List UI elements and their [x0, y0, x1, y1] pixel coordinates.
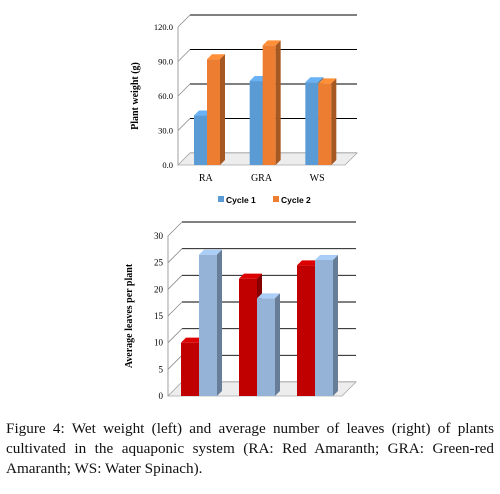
- y-tick-label: 25: [154, 258, 164, 268]
- legend-label: Cycle 2: [281, 195, 311, 205]
- y-tick-label: 30: [154, 231, 164, 241]
- bar: [249, 81, 263, 165]
- x-tick-label: GRA: [251, 173, 273, 184]
- bar: [194, 115, 207, 165]
- y-axis-label: Plant weight (g): [130, 62, 141, 130]
- side-gridline: [167, 275, 183, 290]
- y-tick-label: 30.0: [158, 126, 173, 136]
- bar-side: [217, 249, 222, 396]
- bar-top: [257, 293, 280, 299]
- caption-text: Wet weight (left) and average number of …: [6, 420, 494, 477]
- caption-label: Figure 4:: [6, 420, 65, 437]
- bar-side: [275, 293, 280, 396]
- bar-top: [318, 78, 337, 84]
- bar-top: [207, 54, 225, 60]
- bar-side: [257, 273, 262, 396]
- bar: [262, 45, 276, 165]
- y-tick-label: 60.0: [158, 91, 173, 101]
- bar: [239, 278, 257, 396]
- y-tick-label: 15: [154, 311, 164, 321]
- y-tick-label: 20: [154, 284, 164, 294]
- legend-swatch: [273, 196, 279, 202]
- bar: [181, 342, 199, 396]
- side-gridline: [167, 381, 183, 397]
- bar-side: [331, 78, 337, 165]
- bar: [297, 265, 315, 396]
- bar-top: [199, 249, 222, 255]
- side-gridline: [167, 328, 183, 343]
- bar: [318, 83, 332, 165]
- side-gridline: [167, 355, 183, 370]
- side-gridline: [177, 83, 191, 97]
- bar-side: [333, 255, 338, 396]
- bar: [207, 59, 220, 166]
- y-tick-label: 120.0: [154, 22, 173, 32]
- side-gridline: [167, 248, 183, 263]
- y-tick-label: 0.0: [162, 160, 173, 170]
- bar: [305, 82, 319, 165]
- wet-weight-chart: 0.0 30.0 60.0 90.0 120.0 RA GRA WS Plant weight …: [130, 14, 358, 205]
- bar: [199, 254, 217, 396]
- y-axis-label: Average leaves per plant: [124, 263, 135, 368]
- bar-top: [262, 40, 281, 46]
- bar-top: [315, 255, 338, 260]
- side-gridline: [177, 14, 191, 28]
- y-tick-label: 90.0: [158, 57, 173, 67]
- bar: [257, 298, 275, 396]
- side-gridline: [167, 301, 183, 317]
- bar-side: [275, 40, 281, 165]
- bar-top: [305, 77, 324, 83]
- y-tick-label: 5: [159, 364, 164, 374]
- x-tick-label: WS: [310, 173, 325, 184]
- bar: [315, 260, 333, 396]
- bar-top: [239, 273, 262, 279]
- bar-top: [297, 260, 320, 266]
- x-tick-label: RA: [199, 173, 214, 184]
- legend-swatch: [218, 196, 224, 202]
- y-tick-label: 0: [159, 391, 164, 401]
- bar-side: [220, 54, 225, 166]
- chart-floor: [167, 381, 357, 397]
- legend-label: Cycle 1: [226, 195, 256, 205]
- y-tick-label: 10: [154, 338, 164, 348]
- bar-top: [181, 337, 204, 343]
- side-gridline: [167, 221, 183, 237]
- bar-side: [315, 260, 320, 396]
- side-gridline: [177, 49, 191, 62]
- figure-caption: Figure 4: Wet weight (left) and average …: [6, 419, 494, 479]
- side-gridline: [177, 118, 191, 131]
- bar-side: [199, 337, 204, 396]
